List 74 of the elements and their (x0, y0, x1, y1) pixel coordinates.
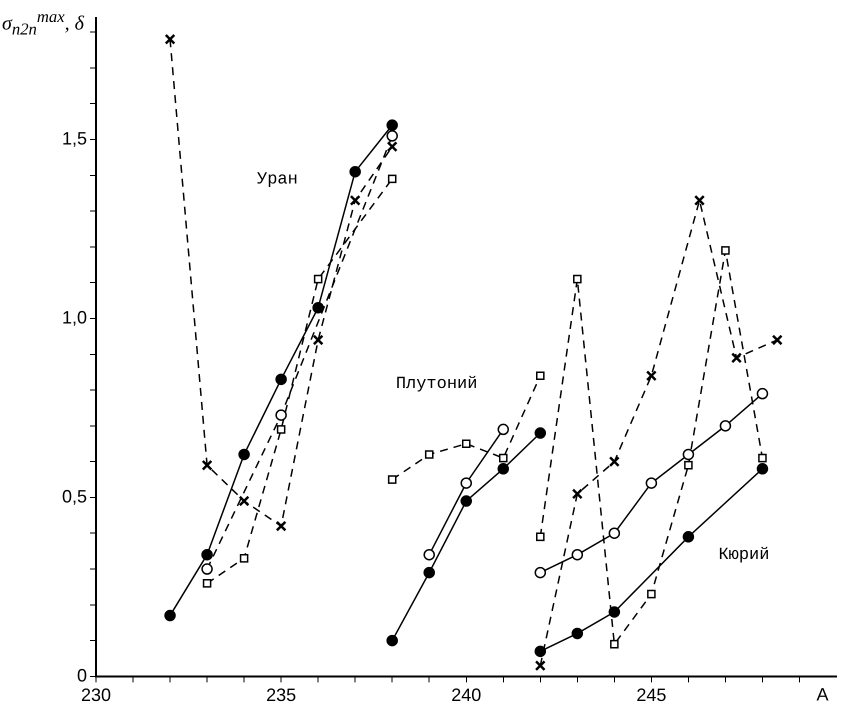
y-tick-label: 0,5 (62, 486, 87, 506)
point (423, 566, 435, 578)
point (608, 606, 620, 618)
point (682, 531, 694, 543)
annotation: Уран (257, 170, 298, 190)
point (572, 628, 584, 640)
point (164, 34, 176, 45)
point (423, 548, 435, 560)
point (498, 424, 510, 436)
point (240, 554, 248, 563)
x-tick-label: 245 (636, 685, 666, 706)
point (275, 409, 287, 421)
point (536, 371, 545, 380)
point (756, 463, 768, 475)
point (388, 174, 396, 184)
point (460, 477, 472, 489)
point (349, 166, 361, 178)
y-axis-title: σ$_{n2n}$$^{max}$, δ (2, 6, 84, 41)
point (608, 456, 620, 468)
point (572, 488, 583, 500)
x-axis-title: A (816, 684, 828, 704)
point (572, 548, 584, 560)
point (534, 427, 546, 439)
point (534, 660, 546, 672)
annotation: Плутоний (396, 374, 478, 394)
point (238, 448, 250, 460)
y-tick-label: 0 (76, 665, 87, 686)
point (275, 374, 287, 386)
point (646, 370, 657, 382)
point (386, 119, 398, 131)
point (350, 194, 361, 206)
point (682, 448, 694, 460)
point (772, 334, 783, 346)
point (201, 563, 213, 575)
point (386, 634, 398, 646)
point (610, 640, 619, 648)
point (314, 274, 322, 284)
point (202, 579, 212, 588)
point (534, 646, 546, 658)
x-tick-label: 240 (451, 685, 482, 706)
point (694, 194, 705, 206)
point (276, 425, 286, 434)
point (460, 495, 472, 507)
point (720, 420, 732, 432)
point (647, 590, 656, 598)
point (608, 527, 620, 539)
point (646, 477, 658, 489)
point (201, 548, 213, 560)
point (758, 454, 767, 462)
y-tick-label: 1,5 (62, 128, 87, 148)
point (312, 334, 324, 346)
point (498, 454, 508, 462)
point (684, 460, 693, 470)
point (534, 566, 546, 578)
point (462, 439, 471, 448)
point (238, 496, 250, 507)
point (573, 274, 582, 284)
point (388, 475, 396, 484)
point (386, 130, 398, 142)
point (756, 388, 768, 400)
point (731, 352, 742, 364)
point (312, 302, 324, 314)
annotation: Кюрий (718, 546, 770, 566)
point (386, 141, 398, 152)
x-tick-label: 235 (266, 685, 296, 706)
point (164, 610, 176, 622)
point (721, 246, 730, 255)
point (276, 520, 287, 532)
y-tick-label: 1,0 (62, 307, 87, 328)
point (424, 450, 434, 459)
point (498, 463, 510, 475)
point (202, 460, 213, 471)
x-tick-label: 230 (80, 685, 112, 706)
point (536, 532, 545, 542)
